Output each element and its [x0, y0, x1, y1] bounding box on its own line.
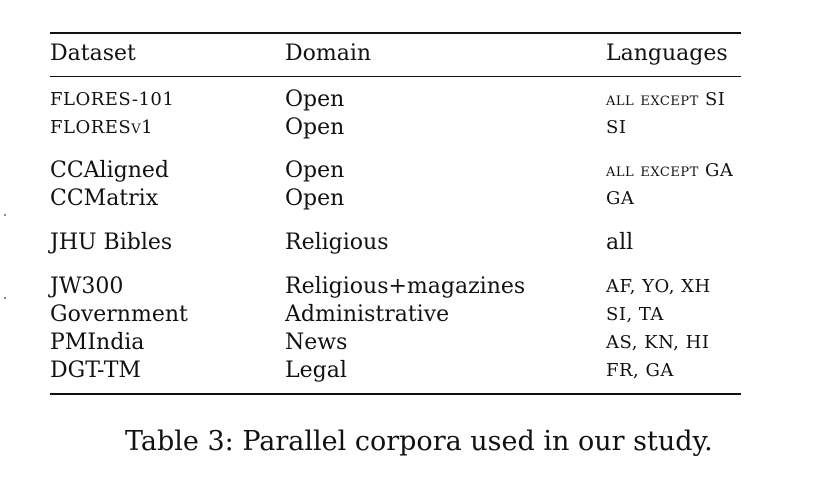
domain-cell: Open [285, 158, 345, 183]
languages-cell: FR, GA [606, 360, 674, 381]
domain-cell: Religious+magazines [285, 274, 526, 299]
dataset-cell: FLORES-101 [50, 89, 175, 110]
table-row: Government Administrative SI, TA [50, 301, 741, 329]
table-row: JHU Bibles Religious all [50, 229, 741, 257]
dataset-cell: JHU Bibles [50, 230, 173, 255]
table-top-rule [50, 32, 741, 34]
dataset-cell: JW300 [50, 274, 124, 299]
table-row: PMIndia News AS, KN, HI [50, 329, 741, 357]
domain-cell: News [285, 330, 348, 355]
table-header-rule [50, 76, 741, 77]
dataset-cell: DGT-TM [50, 358, 141, 383]
table-header-row: Dataset Domain Languages [50, 40, 741, 68]
table-row: FLORES-101 Open all except SI [50, 86, 741, 114]
languages-cell: SI [606, 117, 627, 138]
header-languages: Languages [606, 41, 728, 66]
languages-cell: all except GA [606, 160, 734, 181]
table-row: CCAligned Open all except GA [50, 157, 741, 185]
dataset-cell: Government [50, 302, 188, 327]
domain-cell: Legal [285, 358, 347, 383]
domain-cell: Open [285, 115, 345, 140]
languages-cell: GA [606, 188, 635, 209]
dataset-cell: FLORESv1 [50, 117, 154, 138]
dataset-cell: CCAligned [50, 158, 169, 183]
domain-cell: Open [285, 186, 345, 211]
languages-cell: AF, YO, XH [606, 276, 711, 297]
dataset-cell: PMIndia [50, 330, 145, 355]
table-caption: Table 3: Parallel corpora used in our st… [125, 426, 713, 457]
languages-cell: SI, TA [606, 304, 664, 325]
languages-cell: all [606, 230, 634, 255]
margin-mark [4, 214, 6, 216]
table-row: JW300 Religious+magazines AF, YO, XH [50, 273, 741, 301]
table-row: CCMatrix Open GA [50, 185, 741, 213]
header-dataset: Dataset [50, 41, 136, 66]
domain-cell: Open [285, 87, 345, 112]
table-bottom-rule [50, 393, 741, 395]
header-domain: Domain [285, 41, 372, 66]
dataset-cell: CCMatrix [50, 186, 159, 211]
margin-mark [4, 297, 6, 299]
domain-cell: Religious [285, 230, 389, 255]
table-row: FLORESv1 Open SI [50, 114, 741, 142]
languages-cell: all except SI [606, 89, 726, 110]
languages-cell: AS, KN, HI [606, 332, 710, 353]
domain-cell: Administrative [285, 302, 450, 327]
table-row: DGT-TM Legal FR, GA [50, 357, 741, 385]
